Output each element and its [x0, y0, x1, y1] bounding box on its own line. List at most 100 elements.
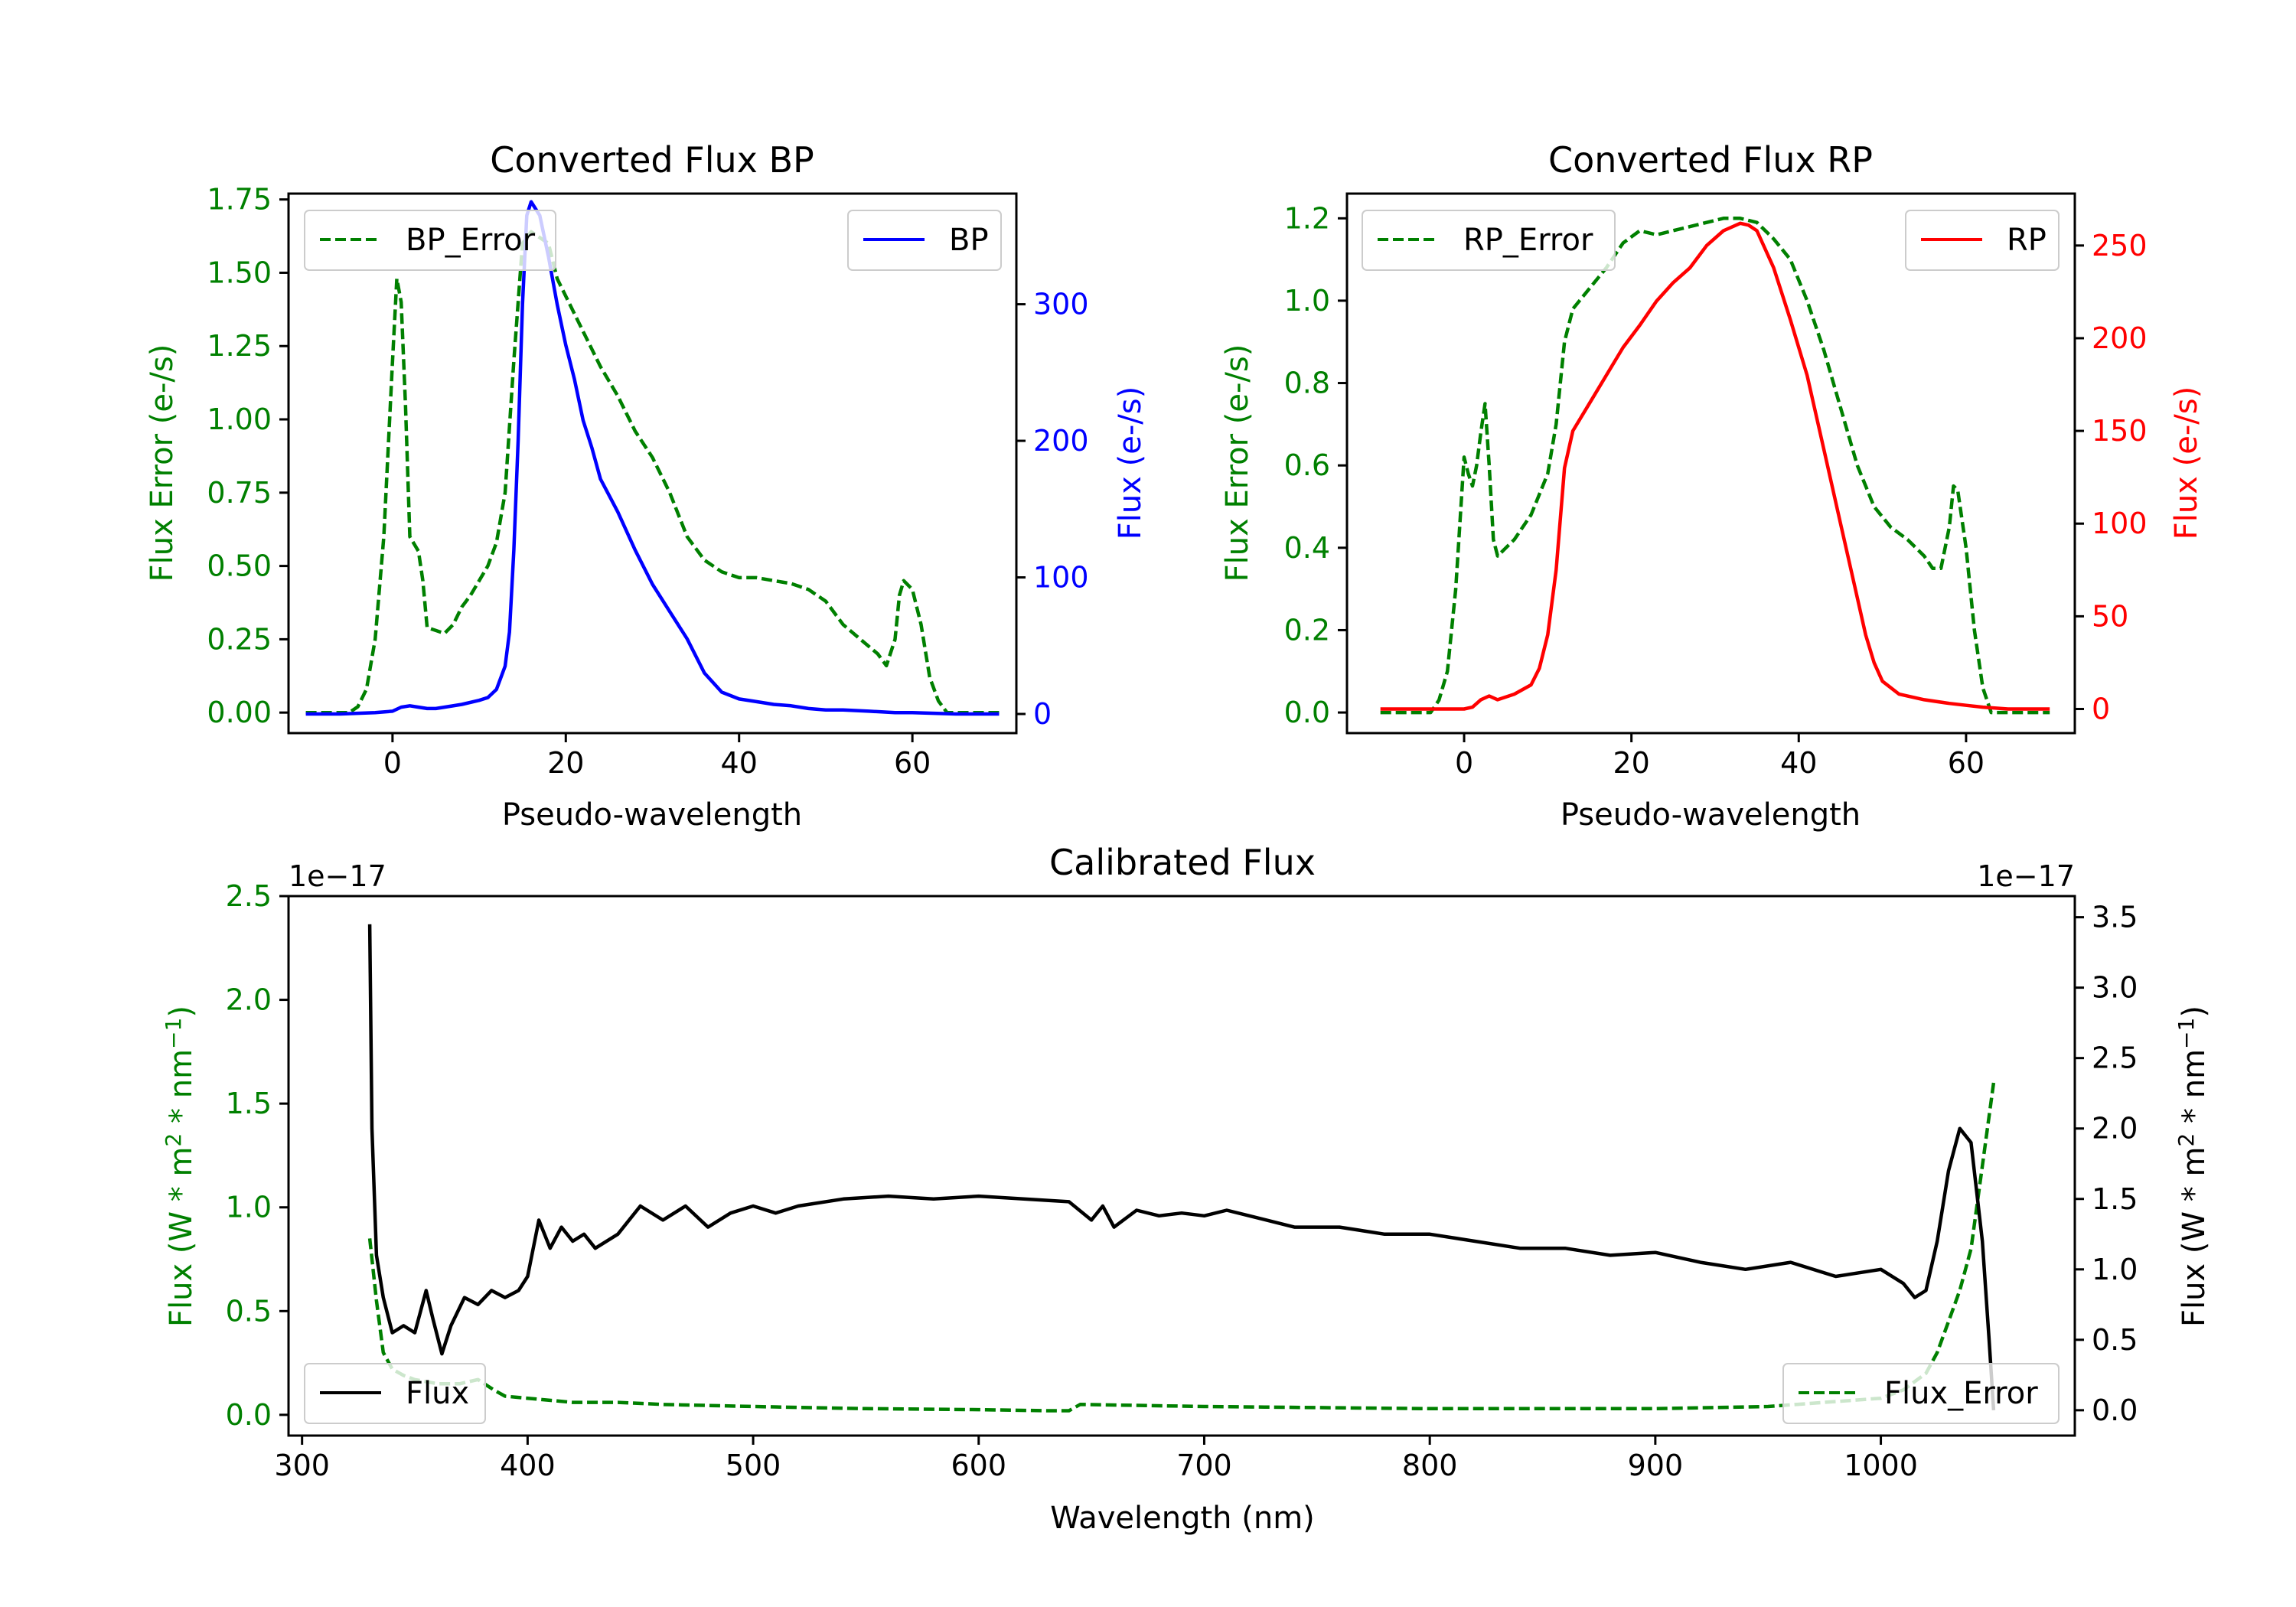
legend-box [1362, 210, 1616, 271]
series-line-bp [305, 200, 1000, 716]
legend-label-rp: RP [2007, 223, 2047, 258]
rp-ylabel-right: Flux (e-/s) [2169, 386, 2204, 539]
bp-panel: Converted Flux BP 0 20 40 60 0.000.250.500.… [145, 139, 1148, 833]
rp-plot-frame [1345, 192, 2076, 735]
x-tick-label: 300 [274, 1449, 330, 1482]
y-right-tick-label: 150 [2092, 414, 2148, 448]
y-right-tick-label: 100 [1033, 561, 1089, 595]
x-tick-label: 0 [383, 746, 402, 780]
rp-legend-left: RP_Error [1362, 210, 1616, 271]
calibrated-y-right-ticks: 0.0 0.5 1.0 1.5 2.0 2.5 3.0 3.5 [2075, 901, 2138, 1427]
rp-y-right-ticks: 0 50 100 150 200 250 [2075, 229, 2148, 726]
y-left-tick-label: 0.75 [207, 476, 272, 510]
rp-title: Converted Flux RP [1548, 139, 1873, 181]
calibrated-right-offset: 1e−17 [1977, 859, 2075, 893]
calibrated-plot-frame [287, 895, 2076, 1437]
y-right-tick-label: 50 [2092, 599, 2128, 633]
y-left-tick-label: 0.8 [1284, 367, 1330, 400]
calibrated-xlabel: Wavelength (nm) [1050, 1501, 1315, 1536]
y-left-tick-label: 1.5 [226, 1087, 272, 1120]
x-tick-label: 800 [1402, 1449, 1458, 1482]
x-tick-label: 40 [721, 746, 758, 780]
ylabel-part: ) [2177, 1006, 2212, 1018]
y-left-tick-label: 0.2 [1284, 613, 1330, 647]
y-right-tick-label: 1.5 [2092, 1182, 2138, 1216]
y-left-tick-label: 2.0 [226, 983, 272, 1017]
rp-panel: Converted Flux RP 0 20 40 60 0.00.20.40.60.… [1220, 139, 2204, 833]
ylabel-part: * nm [2177, 1049, 2212, 1133]
rp-ylabel-left: Flux Error (e-/s) [1220, 344, 1255, 582]
calibrated-left-offset: 1e−17 [289, 859, 386, 893]
ylabel-part: ) [164, 1006, 199, 1018]
x-tick-label: 600 [951, 1449, 1007, 1482]
y-right-tick-label: 1.0 [2092, 1253, 2138, 1286]
y-right-tick-label: 200 [1033, 424, 1089, 458]
legend-box [304, 210, 556, 271]
bp-y-left-ticks: 0.00 0.25 0.50 0.75 1.00 1.25 1.50 1.75 [207, 183, 289, 729]
y-right-tick-label: 2.5 [2092, 1041, 2138, 1075]
calibrated-ylabel-right: Flux (W * m2 * nm−1) [2174, 1006, 2212, 1327]
y-left-tick-label: 0.4 [1284, 531, 1330, 565]
series-line-flux [367, 924, 1996, 1411]
y-right-tick-label: 300 [1033, 288, 1089, 321]
y-right-tick-label: 250 [2092, 229, 2148, 262]
x-tick-label: 500 [726, 1449, 781, 1482]
series-line-bp-error [305, 230, 1000, 715]
y-right-tick-label: 2.0 [2092, 1112, 2138, 1146]
y-left-tick-label: 1.50 [207, 256, 272, 289]
x-tick-label: 1000 [1844, 1449, 1918, 1482]
rp-x-ticks: 0 20 40 60 [1455, 733, 1985, 780]
bp-legend-right: BP [847, 210, 1002, 271]
y-right-tick-label: 200 [2092, 321, 2148, 355]
bp-ylabel-left: Flux Error (e-/s) [145, 344, 180, 582]
y-left-tick-label: 0.25 [207, 622, 272, 656]
x-tick-label: 20 [1613, 746, 1649, 780]
ylabel-sup: −1 [161, 1018, 186, 1049]
bp-title: Converted Flux BP [490, 139, 814, 181]
y-left-tick-label: 0.5 [226, 1294, 272, 1328]
calibrated-title: Calibrated Flux [1049, 842, 1316, 883]
y-right-tick-label: 0.0 [2092, 1393, 2138, 1427]
bp-x-ticks: 0 20 40 60 [383, 733, 931, 780]
y-right-tick-label: 100 [2092, 507, 2148, 540]
y-left-tick-label: 1.00 [207, 403, 272, 436]
bp-legend-left: BP_Error [304, 210, 556, 271]
legend-label-bp-error: BP_Error [406, 223, 536, 258]
y-left-tick-label: 1.25 [207, 329, 272, 363]
ylabel-part: * nm [164, 1049, 199, 1133]
y-left-tick-label: 1.75 [207, 183, 272, 217]
bp-xlabel: Pseudo-wavelength [502, 797, 802, 833]
ylabel-sup: 2 [161, 1133, 186, 1147]
rp-y-left-ticks: 0.0 0.2 0.4 0.6 0.8 1.0 1.2 [1284, 201, 1347, 729]
series-line-rp [1380, 221, 2050, 711]
x-tick-label: 40 [1780, 746, 1817, 780]
x-tick-label: 400 [500, 1449, 556, 1482]
x-tick-label: 60 [1948, 746, 1985, 780]
rp-series [1380, 217, 2050, 715]
y-right-tick-label: 3.5 [2092, 901, 2138, 934]
bp-plot-frame [287, 192, 1018, 735]
x-tick-label: 60 [894, 746, 931, 780]
ylabel-part: Flux (W * m [164, 1147, 199, 1327]
y-left-tick-label: 0.00 [207, 696, 272, 729]
bp-series [305, 200, 1000, 716]
calibrated-y-left-ticks: 0.0 0.5 1.0 1.5 2.0 2.5 [226, 879, 289, 1432]
calibrated-legend-left: Flux [304, 1363, 486, 1424]
ylabel-part: Flux (W * m [2177, 1147, 2212, 1327]
calibrated-x-ticks: 300 400 500 600 700 800 900 1000 [274, 1436, 1918, 1482]
legend-box [304, 1363, 486, 1424]
x-tick-label: 0 [1455, 746, 1473, 780]
ylabel-sup: −1 [2174, 1018, 2199, 1049]
rp-legend-right: RP [1905, 210, 2060, 271]
y-right-tick-label: 0 [1033, 697, 1052, 731]
y-right-tick-label: 3.0 [2092, 971, 2138, 1005]
y-left-tick-label: 2.5 [226, 879, 272, 913]
y-left-tick-label: 1.2 [1284, 201, 1330, 235]
y-right-tick-label: 0 [2092, 693, 2110, 726]
ylabel-sup: 2 [2174, 1133, 2199, 1147]
x-tick-label: 700 [1176, 1449, 1232, 1482]
y-left-tick-label: 0.50 [207, 549, 272, 583]
rp-xlabel: Pseudo-wavelength [1561, 797, 1861, 833]
bp-y-right-ticks: 0 100 200 300 [1016, 288, 1089, 731]
